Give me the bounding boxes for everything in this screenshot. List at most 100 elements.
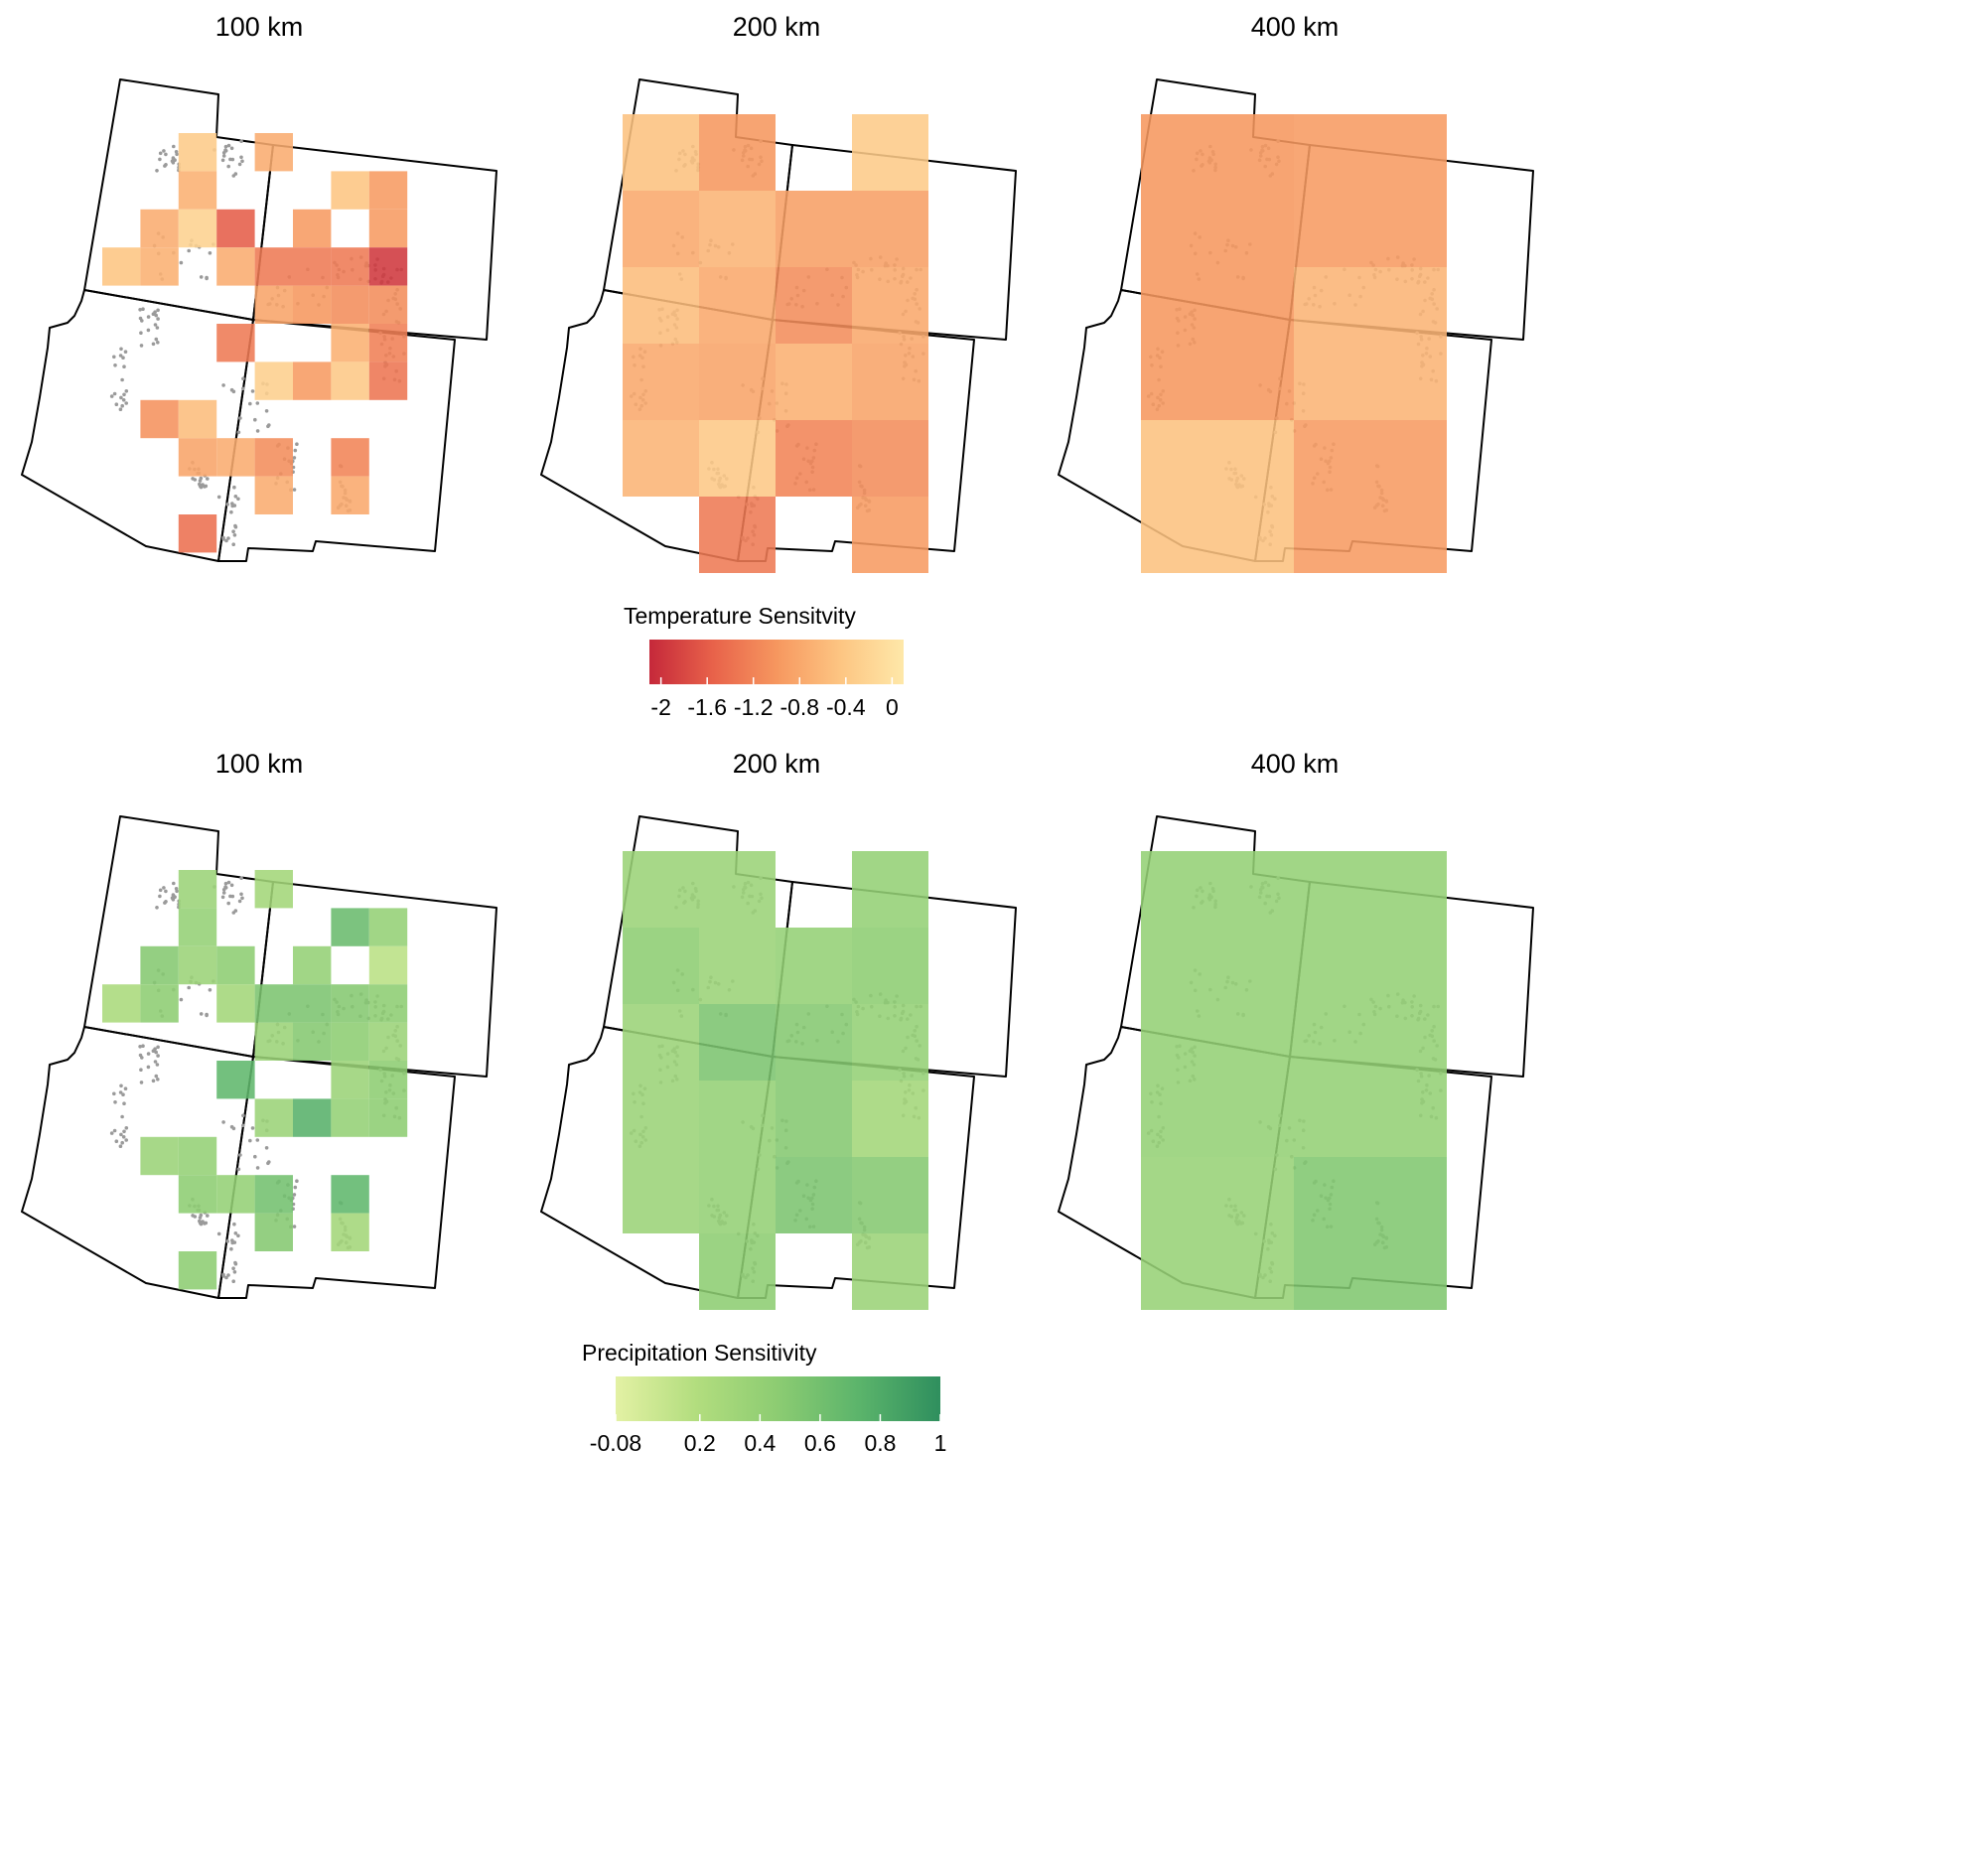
site-point [233, 523, 237, 528]
grid-cell [852, 851, 928, 928]
site-point [164, 163, 168, 167]
site-point [225, 503, 229, 506]
grid-cell [368, 1022, 408, 1061]
site-point [123, 1086, 128, 1090]
site-point [226, 143, 231, 148]
grid-cell [178, 1175, 217, 1214]
legend-tick-label: -0.08 [590, 1430, 641, 1456]
site-point [230, 1240, 234, 1245]
legend-tick-label: 0.6 [804, 1430, 836, 1456]
site-point [112, 391, 117, 396]
site-point [238, 416, 242, 420]
grid-cell [140, 399, 179, 439]
site-point [124, 389, 129, 393]
map-precipitation-100km [21, 815, 497, 1299]
grid-cell [699, 344, 776, 420]
grid-cell [623, 267, 699, 344]
grid-cell [1294, 1157, 1447, 1310]
site-point [236, 1167, 241, 1172]
site-point [295, 1179, 299, 1183]
grid-cell [776, 1157, 852, 1233]
site-point [187, 248, 191, 253]
grid-cell [254, 1213, 293, 1251]
map-temperature-200km [540, 78, 1017, 573]
site-point [198, 1216, 203, 1220]
site-point [193, 1215, 198, 1219]
site-point [199, 1012, 204, 1016]
site-point [175, 152, 179, 157]
site-point [120, 403, 124, 408]
grid-cell [293, 945, 332, 985]
grid-cell [178, 438, 217, 477]
site-point [221, 537, 225, 541]
legend-title: Temperature Sensitvity [624, 603, 856, 629]
grid-cell [623, 344, 699, 420]
grid-cell [254, 870, 293, 909]
map-precipitation-400km [1058, 815, 1534, 1310]
site-point [223, 881, 228, 886]
site-point [223, 885, 227, 890]
grid-cell [368, 171, 408, 210]
grid-cell [331, 1022, 369, 1061]
panel-title: 400 km [1251, 12, 1340, 42]
grid-cell [254, 476, 293, 514]
site-point [193, 478, 198, 482]
site-point [224, 538, 228, 543]
grid-cell [102, 984, 141, 1023]
site-point [154, 337, 159, 342]
site-point [158, 151, 163, 156]
site-point [156, 1078, 160, 1082]
site-point [118, 1144, 123, 1148]
site-point [266, 424, 270, 429]
grid-cell [293, 285, 332, 324]
site-point [225, 1239, 229, 1243]
site-point [252, 417, 257, 422]
grid-cell [1141, 1157, 1294, 1310]
site-point [179, 997, 184, 1002]
site-point [146, 328, 151, 333]
site-point [153, 323, 158, 327]
grid-cells [1141, 851, 1447, 1310]
site-point [122, 1129, 126, 1134]
grid-cell [852, 1157, 928, 1233]
grid-cell [623, 1004, 699, 1081]
site-point [114, 402, 119, 407]
grid-cell [254, 361, 293, 400]
grid-cell [852, 191, 928, 267]
site-point [201, 1220, 205, 1224]
site-point [109, 1131, 114, 1135]
site-point [171, 893, 176, 897]
site-point [231, 174, 236, 178]
panel-title: 200 km [733, 749, 821, 779]
site-point [239, 892, 243, 897]
legend-tick-label: -2 [650, 694, 670, 720]
grid-cell [368, 324, 408, 362]
site-point [122, 1101, 126, 1105]
site-point [124, 1138, 128, 1142]
site-point [231, 911, 236, 915]
site-point [146, 1065, 151, 1070]
grid-cell [852, 420, 928, 497]
legend-tick-label: -1.2 [734, 694, 774, 720]
site-point [226, 880, 231, 885]
grid-cell [699, 267, 776, 344]
site-point [233, 1231, 238, 1235]
site-point [151, 312, 156, 317]
site-point [232, 485, 236, 490]
site-point [236, 1233, 240, 1238]
grid-cell [699, 1233, 776, 1310]
grid-cell [216, 1061, 255, 1099]
grid-cell [140, 945, 179, 985]
map-temperature-100km [21, 78, 497, 562]
site-point [229, 509, 233, 514]
panel-temperature-400km: 400 km [1058, 12, 1534, 573]
site-point [223, 148, 227, 153]
site-point [250, 389, 255, 393]
site-point [206, 1214, 210, 1218]
site-point [292, 1225, 297, 1228]
site-point [198, 1219, 202, 1224]
grid-cell [178, 870, 217, 909]
site-point [224, 1275, 228, 1280]
grid-cell [368, 945, 408, 985]
grid-cell [331, 171, 369, 210]
